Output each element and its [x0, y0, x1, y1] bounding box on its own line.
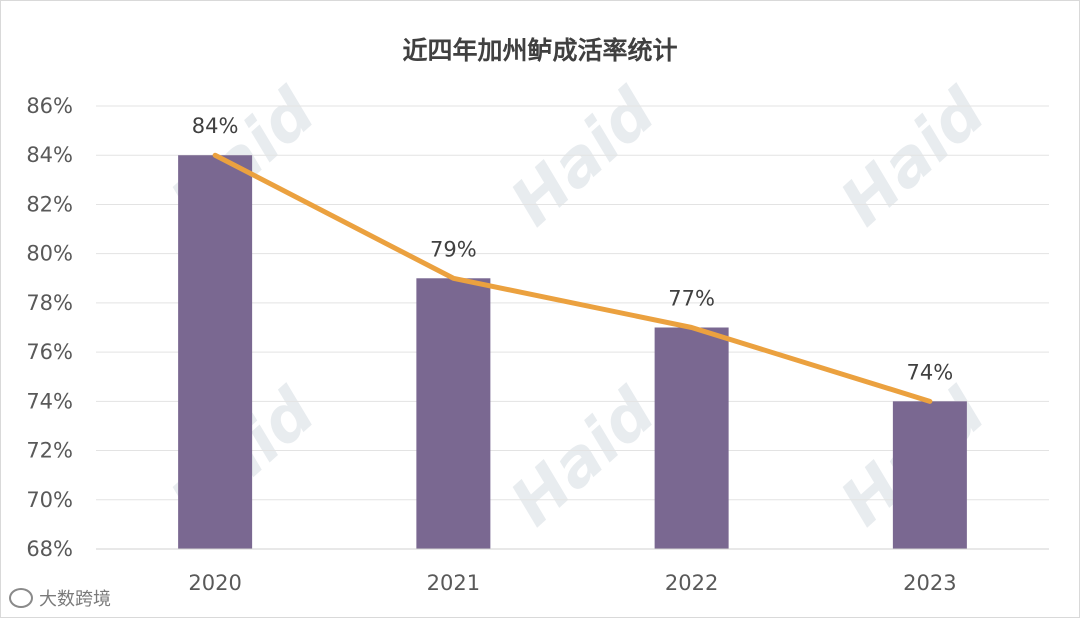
y-tick-label: 86% [26, 94, 73, 118]
brand-text: 大数跨境 [39, 589, 111, 610]
bar [178, 155, 253, 549]
weibo-like-icon [9, 588, 33, 608]
bar [654, 327, 729, 549]
bar [892, 401, 967, 549]
y-tick-label: 78% [26, 291, 73, 315]
y-tick-label: 84% [26, 143, 73, 167]
brand-logo: 大数跨境 [9, 585, 111, 611]
x-tick-label: 2020 [188, 571, 241, 595]
data-label: 84% [192, 114, 239, 138]
chart-title: 近四年加州鲈成活率统计 [402, 36, 678, 65]
y-tick-label: 80% [26, 242, 73, 266]
y-tick-label: 68% [26, 537, 73, 561]
series-line [212, 152, 933, 404]
x-tick-label: 2022 [665, 571, 718, 595]
x-tick-label: 2021 [427, 571, 480, 595]
y-tick-label: 72% [26, 439, 73, 463]
y-tick-label: 74% [26, 389, 73, 413]
bar [416, 278, 491, 549]
data-label: 74% [907, 360, 954, 384]
data-label: 77% [668, 287, 715, 311]
data-label: 79% [430, 237, 477, 261]
y-tick-label: 70% [26, 488, 73, 512]
x-tick-label: 2023 [903, 571, 956, 595]
y-tick-label: 76% [26, 340, 73, 364]
y-tick-label: 82% [26, 192, 73, 216]
